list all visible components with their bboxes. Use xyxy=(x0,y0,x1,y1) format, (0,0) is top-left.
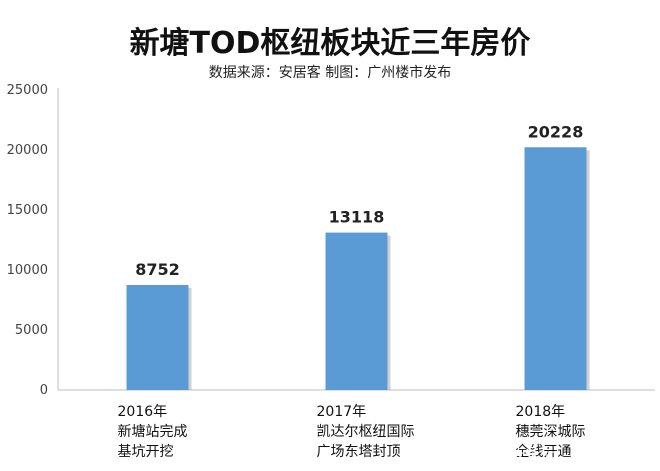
bar xyxy=(126,284,189,390)
bar xyxy=(524,147,587,390)
watermark-separator: | xyxy=(574,444,579,462)
watermark-right: 樟妈说 xyxy=(590,444,635,462)
category-label: 广场东塔封顶 xyxy=(317,444,401,460)
category-label: 全线开通 xyxy=(516,443,572,460)
y-tick-label: 0 xyxy=(40,383,48,398)
watermark-left: 头条号 xyxy=(510,444,555,462)
bar-value-label: 13118 xyxy=(329,208,385,227)
category-label: 基坑开挖 xyxy=(118,443,174,460)
y-tick-label: 10000 xyxy=(7,263,48,278)
bar-value-label: 8752 xyxy=(135,260,180,279)
category-label: 穗莞深城际 xyxy=(516,424,586,440)
bar xyxy=(325,232,388,390)
chart-subtitle: 数据来源：安居客 制图：广州楼市发布 xyxy=(209,64,451,81)
y-tick-label: 25000 xyxy=(7,83,48,98)
y-tick-labels: 0 5000 10000 15000 20000 25000 xyxy=(7,83,48,398)
category-label: 2017年 xyxy=(317,404,367,420)
y-tick-label: 15000 xyxy=(7,203,48,218)
category-label: 凯达尔枢纽国际 xyxy=(317,424,415,440)
y-tick-label: 20000 xyxy=(7,143,48,158)
chart-title: 新塘TOD枢纽板块近三年房价 xyxy=(130,26,531,61)
category-label: 2016年 xyxy=(118,404,168,420)
category-label: 新塘站完成 xyxy=(118,424,188,440)
watermark: 头条号 | 樟妈说 xyxy=(510,444,635,462)
category-label: 2018年 xyxy=(516,404,566,420)
bar-value-label: 20228 xyxy=(528,122,584,141)
bars: 8752 13118 20228 xyxy=(126,122,590,390)
y-tick-label: 5000 xyxy=(15,323,48,338)
